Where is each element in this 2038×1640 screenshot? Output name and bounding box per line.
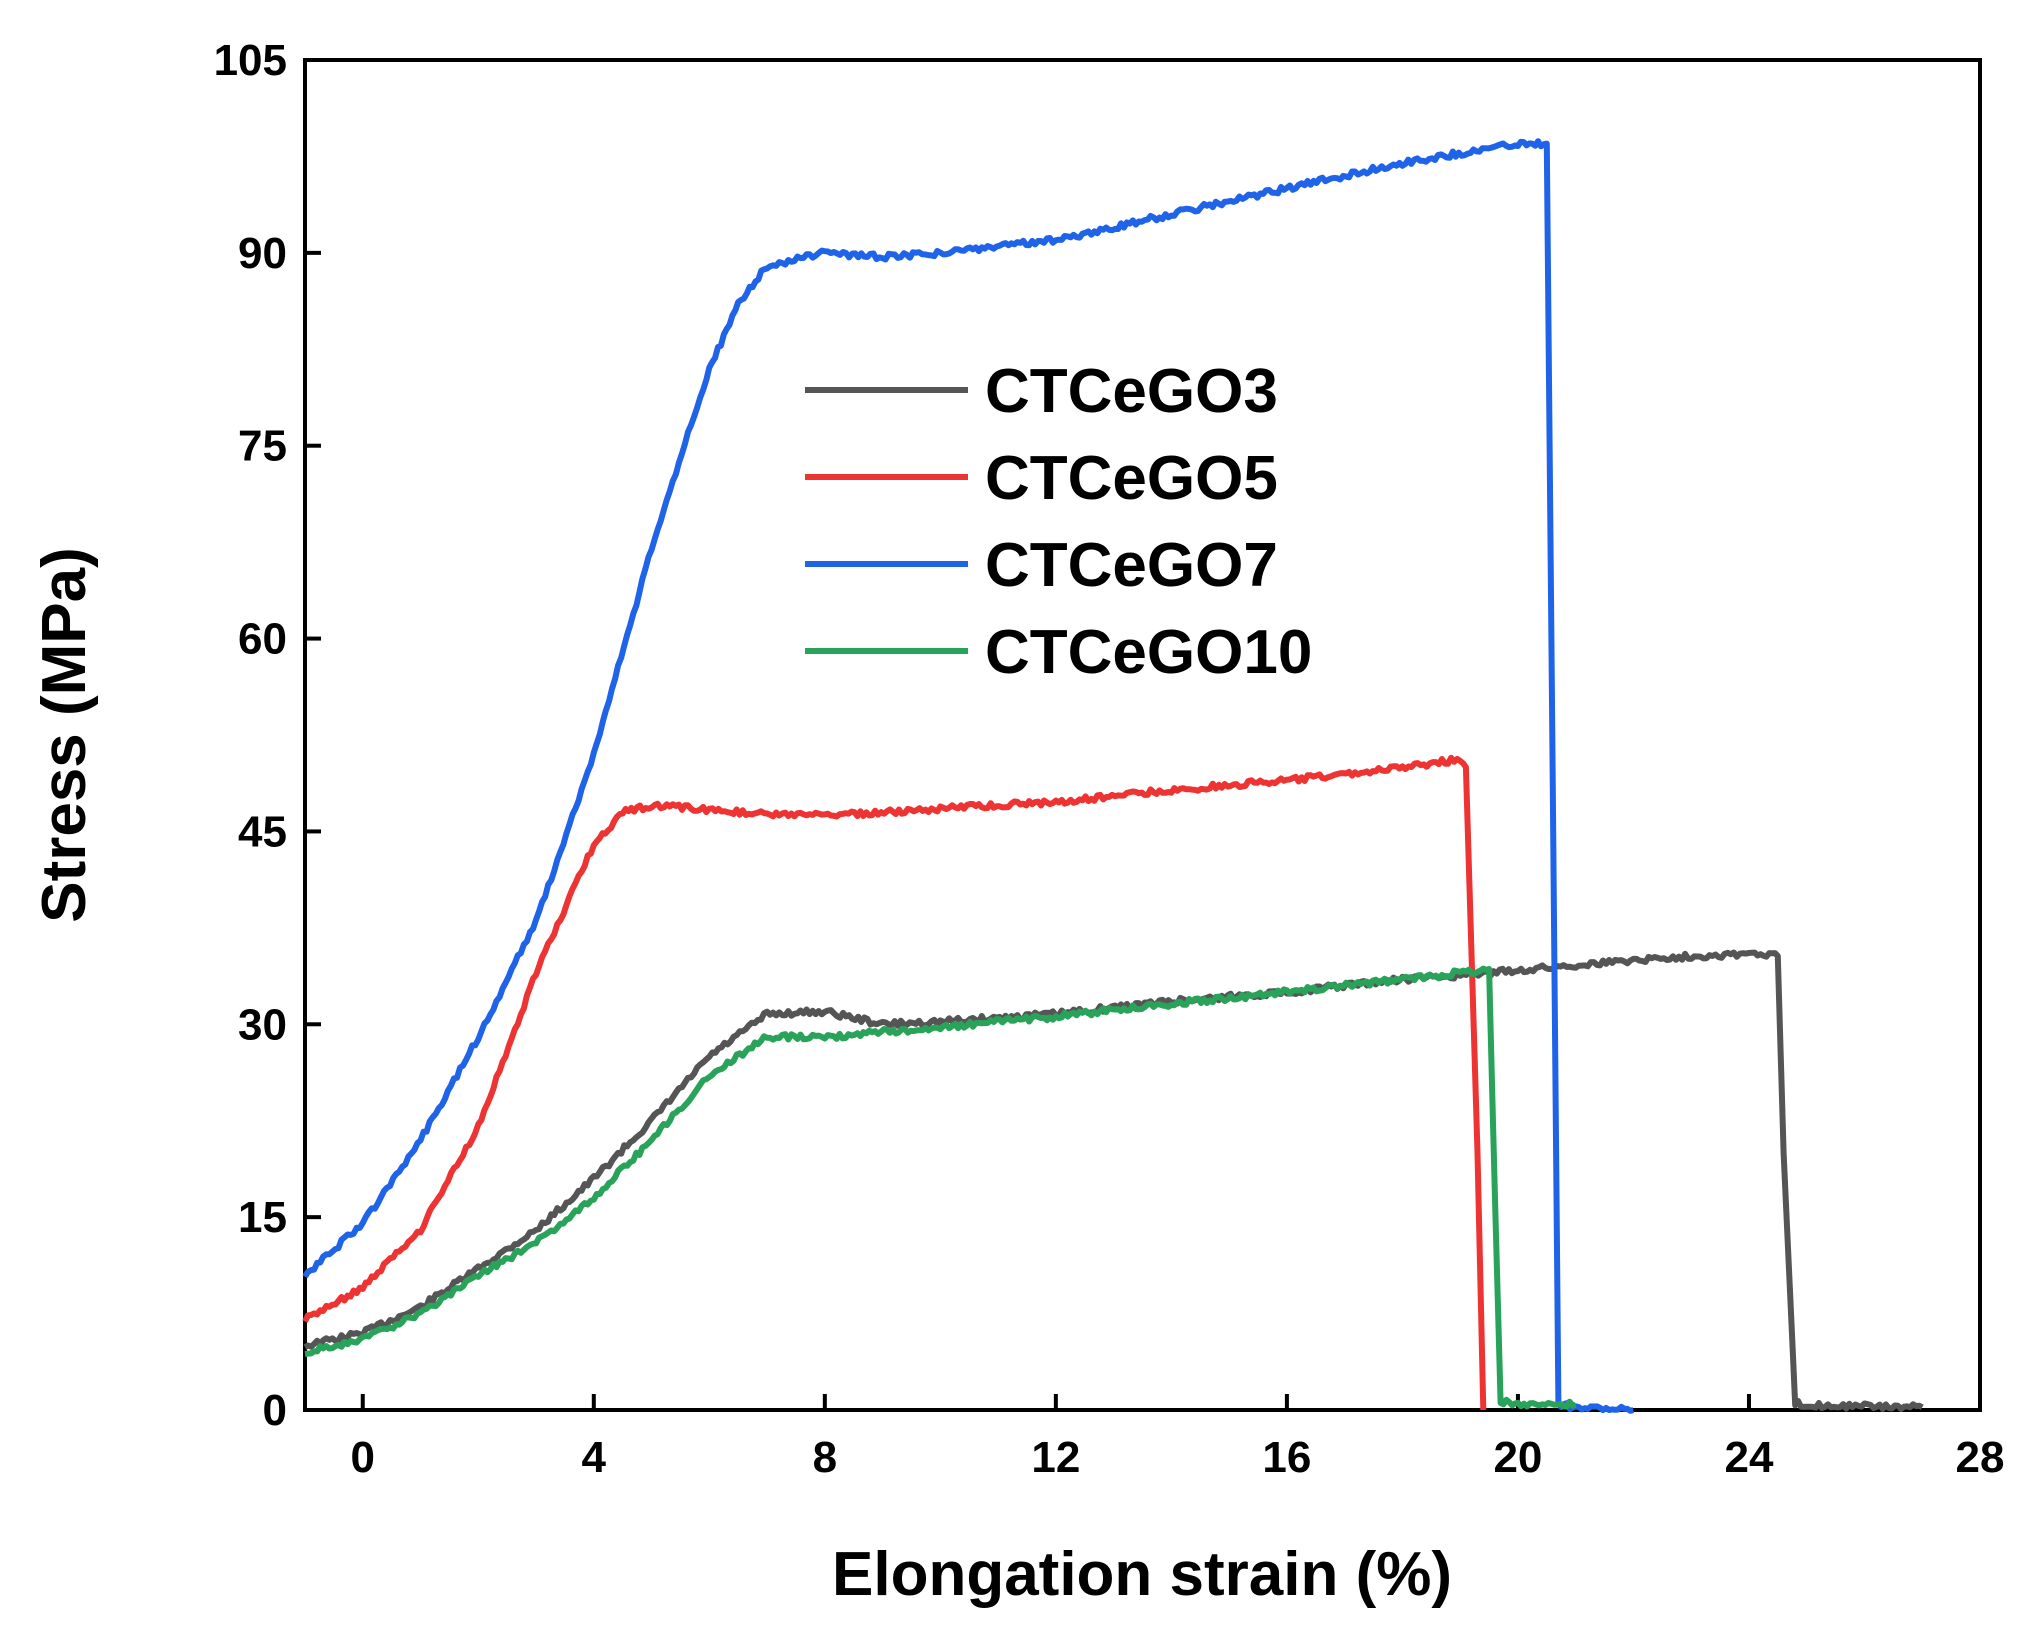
legend-label: CTCeGO5: [985, 444, 1278, 513]
legend-label: CTCeGO7: [985, 531, 1278, 600]
x-tick-label: 12: [1031, 1433, 1080, 1482]
legend: CTCeGO3 CTCeGO5 CTCeGO7 CTCeGO10: [805, 357, 1312, 687]
y-tick-label: 15: [238, 1193, 287, 1242]
series-lines: [302, 138, 1924, 1414]
y-tick-label: 0: [263, 1386, 287, 1435]
series-line-ctcego5: [302, 754, 1487, 1411]
y-tick-label: 30: [238, 1000, 287, 1049]
y-tick-label: 60: [238, 615, 287, 664]
y-tick-label: 105: [214, 36, 287, 85]
series-line-ctcego7: [302, 138, 1635, 1414]
x-tick-label: 8: [813, 1433, 837, 1482]
x-tick-label: 20: [1493, 1433, 1542, 1482]
y-tick-label: 90: [238, 229, 287, 278]
x-tick-label: 24: [1724, 1433, 1773, 1482]
legend-label: CTCeGO3: [985, 357, 1278, 426]
y-axis-title: Stress (MPa): [30, 547, 99, 923]
x-tick-label: 28: [1956, 1433, 2005, 1482]
x-tick-label: 4: [582, 1433, 607, 1482]
x-axis-ticks: 0 4 8 12 16 20 24 28: [351, 1394, 2005, 1482]
x-tick-label: 16: [1262, 1433, 1311, 1482]
plot-frame: [303, 58, 1982, 1412]
series-line-ctcego3: [303, 949, 1924, 1412]
x-axis-title: Elongation strain (%): [832, 1540, 1452, 1609]
legend-label: CTCeGO10: [985, 618, 1312, 687]
y-tick-label: 45: [238, 807, 287, 856]
y-axis-ticks: 0 15 30 45 60 75 90 105: [214, 36, 321, 1435]
x-tick-label: 0: [351, 1433, 375, 1482]
y-tick-label: 75: [238, 422, 287, 471]
series-line-ctcego10: [304, 965, 1577, 1410]
